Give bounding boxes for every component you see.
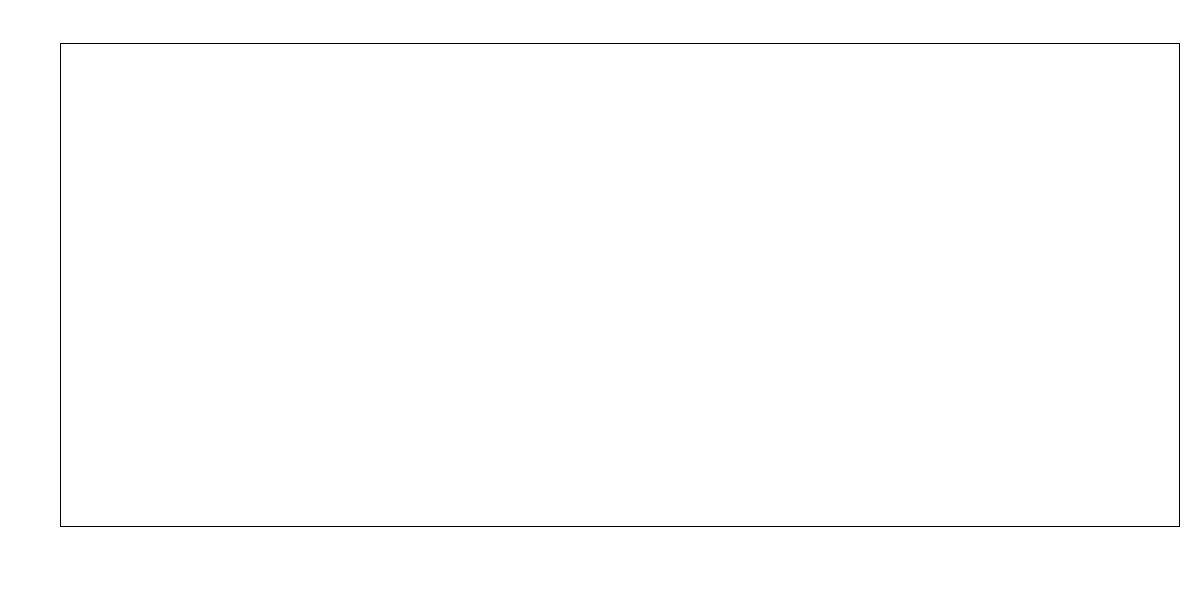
plot-area <box>60 43 1180 527</box>
